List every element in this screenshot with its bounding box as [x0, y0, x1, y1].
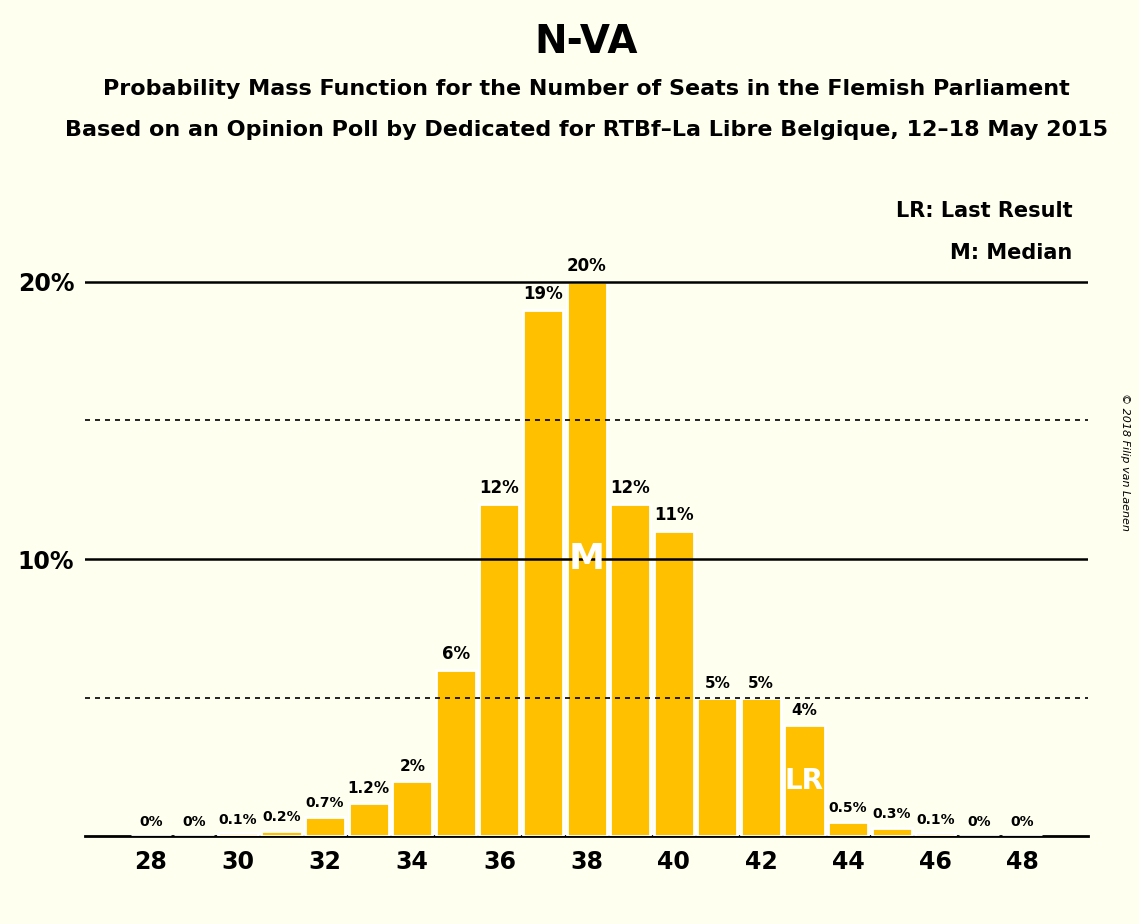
- Text: 0.5%: 0.5%: [829, 801, 868, 816]
- Text: 0.7%: 0.7%: [306, 796, 344, 809]
- Text: Probability Mass Function for the Number of Seats in the Flemish Parliament: Probability Mass Function for the Number…: [104, 79, 1070, 99]
- Bar: [566, 282, 607, 836]
- Text: 0.1%: 0.1%: [219, 812, 257, 827]
- Bar: [871, 828, 911, 836]
- Text: M: M: [568, 542, 605, 576]
- Text: © 2018 Filip van Laenen: © 2018 Filip van Laenen: [1121, 393, 1130, 531]
- Text: 6%: 6%: [442, 645, 470, 663]
- Bar: [697, 698, 737, 836]
- Bar: [523, 310, 563, 836]
- Bar: [480, 504, 519, 836]
- Text: M: Median: M: Median: [950, 243, 1073, 263]
- Text: 19%: 19%: [523, 285, 563, 303]
- Text: 1.2%: 1.2%: [347, 781, 390, 796]
- Text: 0%: 0%: [182, 815, 206, 830]
- Bar: [740, 698, 781, 836]
- Bar: [785, 725, 825, 836]
- Text: 0.3%: 0.3%: [872, 807, 911, 821]
- Bar: [218, 833, 259, 836]
- Text: 4%: 4%: [792, 703, 818, 719]
- Text: 0.1%: 0.1%: [916, 812, 954, 827]
- Bar: [392, 781, 433, 836]
- Text: 20%: 20%: [567, 257, 606, 275]
- Text: LR: LR: [785, 767, 823, 795]
- Bar: [349, 803, 388, 836]
- Text: 0%: 0%: [967, 815, 991, 830]
- Text: 0%: 0%: [139, 815, 163, 830]
- Text: N-VA: N-VA: [535, 23, 638, 61]
- Text: 12%: 12%: [480, 479, 519, 497]
- Bar: [611, 504, 650, 836]
- Text: 0.2%: 0.2%: [262, 809, 301, 824]
- Bar: [915, 833, 956, 836]
- Bar: [262, 831, 302, 836]
- Text: Based on an Opinion Poll by Dedicated for RTBf–La Libre Belgique, 12–18 May 2015: Based on an Opinion Poll by Dedicated fo…: [65, 120, 1108, 140]
- Text: 0%: 0%: [1010, 815, 1034, 830]
- Bar: [828, 822, 868, 836]
- Bar: [654, 531, 694, 836]
- Text: LR: Last Result: LR: Last Result: [896, 201, 1073, 221]
- Text: 11%: 11%: [654, 506, 694, 525]
- Text: 2%: 2%: [400, 759, 425, 774]
- Text: 5%: 5%: [704, 675, 730, 691]
- Text: 5%: 5%: [748, 675, 773, 691]
- Bar: [436, 670, 476, 836]
- Bar: [305, 817, 345, 836]
- Text: 12%: 12%: [611, 479, 650, 497]
